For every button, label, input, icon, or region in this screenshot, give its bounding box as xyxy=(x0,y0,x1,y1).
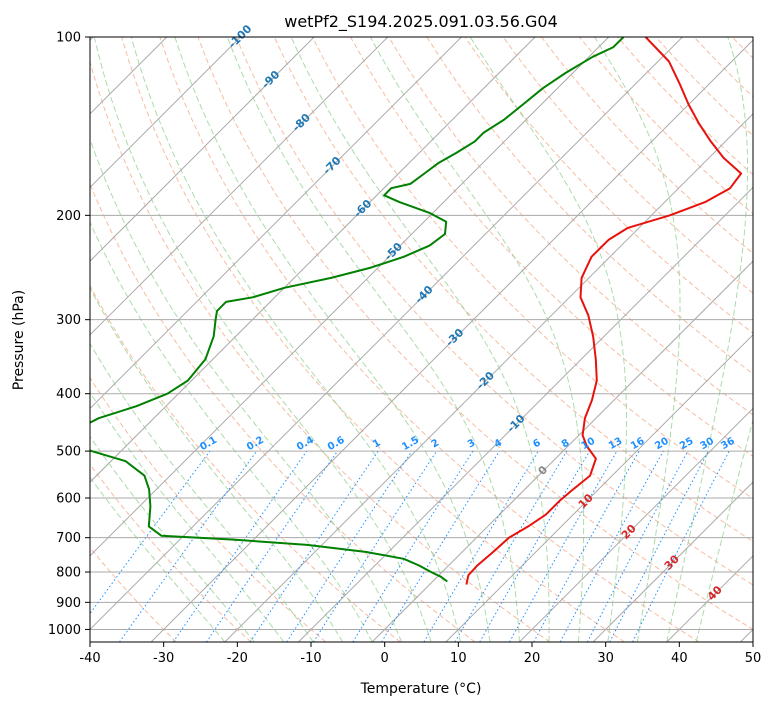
y-tick-label: 100 xyxy=(56,31,81,46)
mixing-ratio-label: 25 xyxy=(678,436,696,453)
mixing-ratio-label: 10 xyxy=(580,436,598,453)
isotherm-line xyxy=(519,37,775,642)
dry-adiabat-line xyxy=(312,37,775,642)
x-tick-label: -40 xyxy=(79,651,100,666)
isotherm-label: 20 xyxy=(619,522,639,542)
y-tick-label: 600 xyxy=(56,492,81,507)
x-tick-label: 30 xyxy=(597,651,614,666)
dewpoint-profile-line xyxy=(73,37,624,582)
mixing-ratio-label: 13 xyxy=(607,436,625,453)
dry-adiabat-line xyxy=(236,37,775,642)
y-tick-label: 900 xyxy=(56,596,81,611)
x-tick-label: 10 xyxy=(450,651,467,666)
moist-adiabat-line xyxy=(291,37,549,642)
dry-adiabat-line xyxy=(656,37,775,642)
moist-adiabat-line xyxy=(0,37,284,642)
dry-adiabat-line xyxy=(694,37,775,642)
profiles xyxy=(73,37,742,585)
mixing-ratio-label: 1.5 xyxy=(400,435,421,453)
moist-adiabat-line xyxy=(0,37,313,642)
x-tick-label: -20 xyxy=(227,651,248,666)
moist-adiabat-line xyxy=(0,37,225,642)
y-tick-label: 300 xyxy=(56,313,81,328)
mixing-ratio-line xyxy=(455,451,567,642)
dry-adiabat-line xyxy=(503,37,775,642)
x-tick-label: 40 xyxy=(671,651,688,666)
mixing-ratio-label: 1 xyxy=(371,437,383,450)
mixing-ratio-label: 0.2 xyxy=(245,435,266,453)
isotherm-line xyxy=(0,37,314,642)
y-tick-label: 1000 xyxy=(48,623,81,638)
isotherm-label: 10 xyxy=(576,491,596,511)
dry-adiabat-line xyxy=(198,37,774,642)
isotherm-line xyxy=(0,37,240,642)
mixing-ratio-label: 4 xyxy=(492,437,504,450)
background-lines xyxy=(0,37,775,642)
temperature-profile-line xyxy=(466,37,741,585)
x-tick-label: -30 xyxy=(153,651,174,666)
x-axis: -40 -30 -20 -10 0 10 20 30 40 50 xyxy=(79,642,761,666)
y-tick-label: 700 xyxy=(56,531,81,546)
y-axis-label: Pressure (hPa) xyxy=(11,290,27,390)
isotherm-label: -90 xyxy=(259,68,282,91)
isotherm-line xyxy=(0,37,461,642)
isotherm-label: -70 xyxy=(320,154,343,177)
mixing-ratio-label: 16 xyxy=(629,436,647,453)
dry-adiabat-line xyxy=(122,37,625,642)
moist-adiabat-line xyxy=(35,37,373,642)
y-tick-label: 500 xyxy=(56,445,81,460)
x-axis-label: Temperature (°C) xyxy=(360,681,482,697)
isotherm-line xyxy=(225,37,775,642)
isotherm-line xyxy=(372,37,775,642)
dry-adiabat-line xyxy=(618,37,775,642)
chart-title: wetPf2_S194.2025.091.03.56.G04 xyxy=(284,12,558,32)
isotherm-line xyxy=(4,37,609,642)
mixing-ratio-label: 0.4 xyxy=(295,435,316,453)
plot-frame xyxy=(90,37,753,642)
mixing-ratio-label: 0.6 xyxy=(326,435,347,453)
dry-adiabat-line xyxy=(274,37,775,642)
dry-adiabat-line xyxy=(0,37,326,642)
mixing-ratio-label: 0.1 xyxy=(198,435,219,453)
mixing-ratio-label: 36 xyxy=(719,436,737,453)
mixing-ratio-label: 30 xyxy=(698,436,716,453)
y-tick-label: 400 xyxy=(56,387,81,402)
y-axis: 100 200 300 400 500 600 700 800 900 1000 xyxy=(48,31,90,638)
mixing-ratio-line xyxy=(314,451,437,642)
x-tick-label: 50 xyxy=(745,651,762,666)
dry-adiabat-line xyxy=(45,37,475,642)
mixing-ratio-label: 6 xyxy=(531,437,543,450)
mixing-ratio-label: 3 xyxy=(466,437,478,450)
dry-adiabat-line xyxy=(541,37,775,642)
isotherm-line xyxy=(0,37,388,642)
y-tick-label: 200 xyxy=(56,209,81,224)
mixing-ratio-line xyxy=(424,451,538,642)
dry-adiabat-line xyxy=(770,37,775,642)
x-tick-label: 20 xyxy=(524,651,541,666)
moist-adiabat-line xyxy=(227,37,519,642)
isotherm-line xyxy=(77,37,682,642)
isotherm-label: 0 xyxy=(536,463,551,478)
mixing-ratio-label: 2 xyxy=(430,437,442,450)
x-tick-label: 0 xyxy=(381,651,389,666)
moist-adiabat-line xyxy=(667,37,748,642)
dry-adiabat-line xyxy=(7,37,400,642)
y-tick-label: 800 xyxy=(56,566,81,581)
isotherm-line xyxy=(667,37,775,642)
dry-adiabat-line xyxy=(351,37,775,642)
moist-adiabat-line xyxy=(0,37,254,642)
moist-adiabat-line xyxy=(696,37,775,642)
isotherm-line xyxy=(740,37,775,642)
moist-adiabat-line xyxy=(595,37,681,642)
dry-adiabat-line xyxy=(465,37,775,642)
x-tick-label: -10 xyxy=(300,651,321,666)
